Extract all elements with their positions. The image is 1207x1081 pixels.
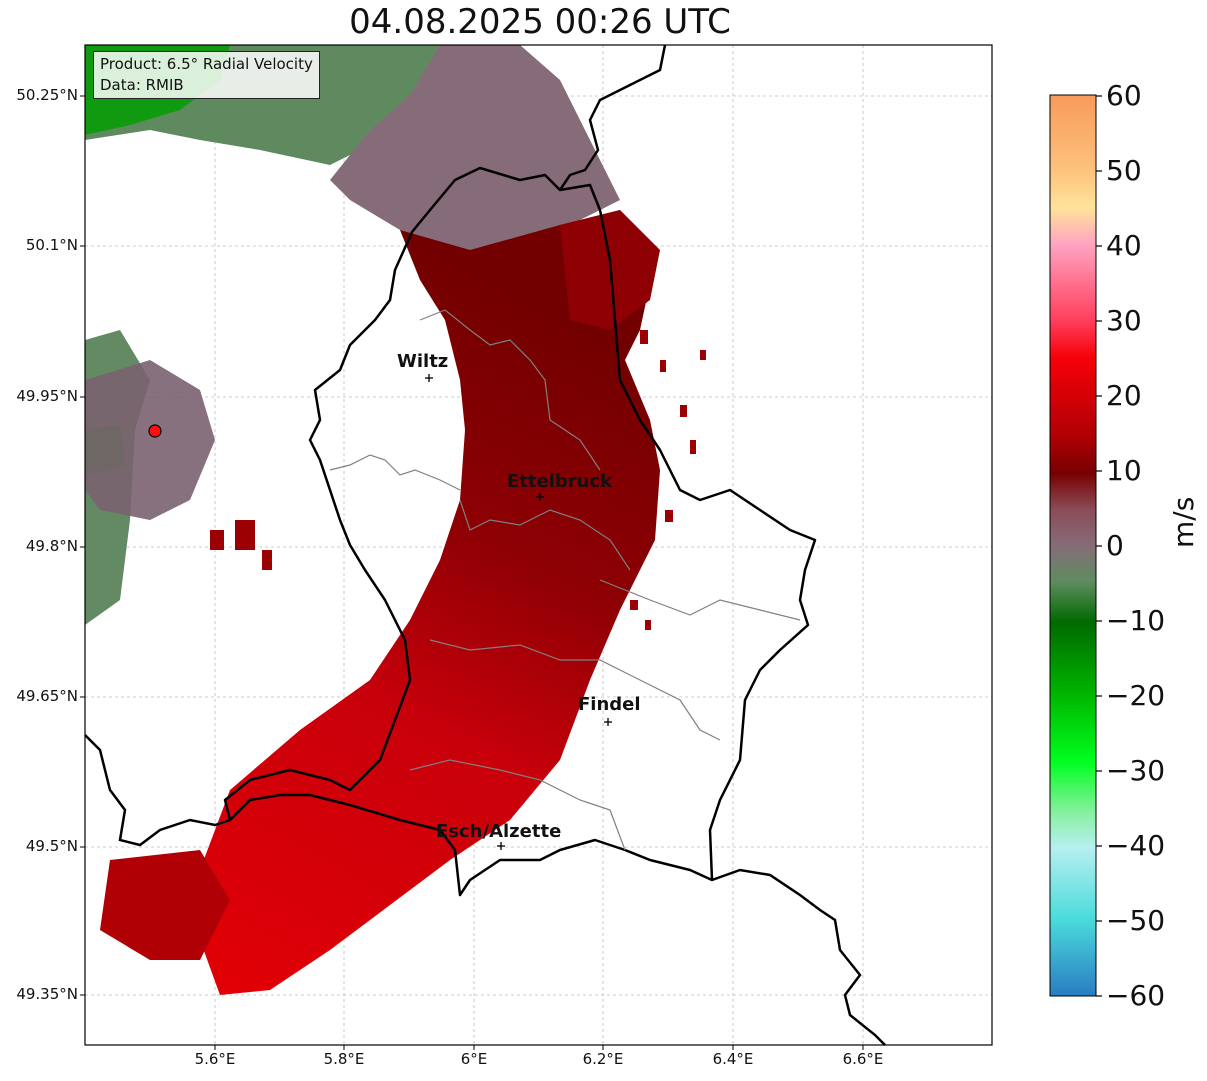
lat-label: 49.65°N xyxy=(16,687,78,705)
lon-label: 5.6°E xyxy=(194,1050,236,1068)
colorbar-tick-label: 40 xyxy=(1106,229,1142,262)
city-label-findel: Findel xyxy=(578,694,641,715)
outbound-echo-band xyxy=(200,210,660,995)
lon-label: 6°E xyxy=(460,1050,488,1068)
colorbar xyxy=(1049,94,1097,997)
colorbar-tick-label: −20 xyxy=(1106,679,1166,712)
city-label-ettelbruck: Ettelbruck xyxy=(507,471,613,492)
lon-label: 6.2°E xyxy=(582,1050,624,1068)
lon-label: 5.8°E xyxy=(323,1050,365,1068)
colorbar-ticks xyxy=(1096,95,1102,997)
lat-label: 49.5°N xyxy=(25,837,78,855)
colorbar-tick-label: −10 xyxy=(1106,604,1166,637)
lat-label: 50.1°N xyxy=(25,236,78,254)
radar-site-echo xyxy=(85,360,215,520)
echo-speckle xyxy=(210,330,706,630)
product-label: Product: 6.5° Radial Velocity xyxy=(100,55,313,73)
colorbar-tick-label: 30 xyxy=(1106,304,1142,337)
map-frame xyxy=(84,44,993,1046)
colorbar-tick-label: −60 xyxy=(1106,979,1166,1012)
canton-boundaries xyxy=(329,309,801,851)
colorbar-tick-label: 10 xyxy=(1106,454,1142,487)
product-info-box: Product: 6.5° Radial Velocity Data: RMIB xyxy=(93,51,320,99)
colorbar-tick-label: −30 xyxy=(1106,754,1166,787)
axis-ticks xyxy=(80,95,864,1050)
colorbar-tick-label: 20 xyxy=(1106,379,1142,412)
lon-label: 6.4°E xyxy=(712,1050,754,1068)
city-markers xyxy=(425,374,612,850)
germany-border xyxy=(558,44,667,191)
colorbar-tick-label: 50 xyxy=(1106,154,1142,187)
radar-site-marker xyxy=(148,424,162,438)
city-label-esch-alzette: Esch/Alzette xyxy=(436,821,562,842)
colorbar-tick-label: 60 xyxy=(1106,79,1142,112)
city-label-wiltz: Wiltz xyxy=(397,351,449,372)
data-source-label: Data: RMIB xyxy=(100,76,184,94)
colorbar-tick-label: −50 xyxy=(1106,904,1166,937)
lon-label: 6.6°E xyxy=(842,1050,884,1068)
belgium-france-border xyxy=(84,734,231,847)
southwest-echo xyxy=(100,850,230,960)
lat-label: 49.95°N xyxy=(16,387,78,405)
colorbar-tick-label: −40 xyxy=(1106,829,1166,862)
lat-label: 49.35°N xyxy=(16,985,78,1003)
colorbar-unit-label: m/s xyxy=(1167,496,1200,548)
zero-velocity-band xyxy=(330,45,620,260)
france-germany-border xyxy=(711,868,886,1046)
luxembourg-border xyxy=(223,166,817,897)
lat-label: 50.25°N xyxy=(16,86,78,104)
colorbar-tick-label: 0 xyxy=(1106,529,1124,562)
lat-label: 49.8°N xyxy=(25,537,78,555)
map-title: 04.08.2025 00:26 UTC xyxy=(349,2,731,42)
